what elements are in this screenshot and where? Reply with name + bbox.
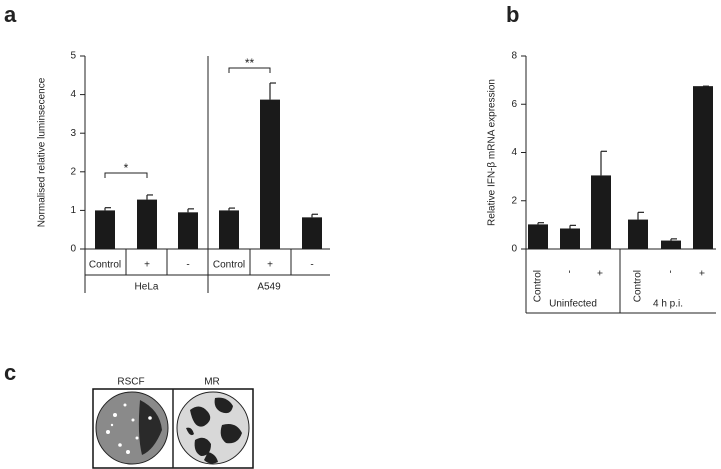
image-panel: RSCF MR: [92, 377, 254, 469]
bar: [693, 86, 713, 249]
bar: [95, 210, 115, 249]
x-tick-label: +: [698, 270, 709, 276]
bar: [260, 99, 280, 249]
x-tick-label: -: [666, 270, 677, 273]
y-tick-label: 0: [70, 244, 76, 255]
y-tick-label: 2: [70, 166, 76, 177]
x-tick-label: Control: [633, 270, 644, 302]
x-tick-label: Control: [533, 270, 544, 302]
bar: [302, 217, 322, 249]
panel-letter: b: [506, 2, 519, 27]
significance-bracket: [228, 67, 271, 73]
y-tick-label: 3: [70, 128, 76, 139]
significance-label: *: [124, 161, 129, 175]
bar: [137, 199, 157, 249]
x-tick-label: +: [596, 270, 607, 276]
x-tick-label: -: [565, 270, 576, 273]
significance-label: **: [245, 56, 255, 70]
panel-letter: a: [4, 2, 17, 27]
plate-spots: [106, 403, 152, 454]
plate-dark-region: [186, 397, 242, 464]
group-label: A549: [257, 282, 281, 293]
significance-bracket: [104, 172, 148, 178]
bar: [219, 210, 239, 249]
panel-letter: c: [4, 360, 16, 385]
y-tick-label: 1: [70, 205, 76, 216]
y-tick-label: 4: [511, 147, 517, 158]
x-tick-label: +: [144, 260, 150, 271]
image-label: MR: [204, 377, 220, 388]
plate-dark-region: [138, 400, 162, 455]
y-tick-label: 2: [511, 195, 517, 206]
x-tick-label: Control: [89, 260, 121, 271]
bar: [591, 175, 611, 249]
bar: [661, 240, 681, 249]
bar: [628, 219, 648, 249]
x-tick-label: Control: [213, 260, 245, 271]
bar: [178, 212, 198, 249]
y-tick-label: 6: [511, 99, 517, 110]
y-tick-label: 0: [511, 244, 517, 255]
image-label: RSCF: [117, 377, 144, 388]
group-label: 4 h p.i.: [653, 299, 683, 310]
y-axis-label: Normalised relative luminsecence: [37, 77, 48, 227]
y-tick-label: 5: [70, 51, 76, 62]
y-tick-label: 4: [70, 89, 76, 100]
group-label: Uninfected: [549, 299, 597, 310]
x-tick-label: +: [267, 260, 273, 271]
y-axis-label: Relative IFN-β mRNA expression: [487, 79, 498, 226]
group-label: HeLa: [135, 282, 159, 293]
x-tick-label: -: [186, 260, 189, 271]
y-tick-label: 8: [511, 51, 517, 62]
x-tick-label: -: [310, 260, 313, 271]
bar: [528, 224, 548, 249]
bar: [560, 228, 580, 249]
